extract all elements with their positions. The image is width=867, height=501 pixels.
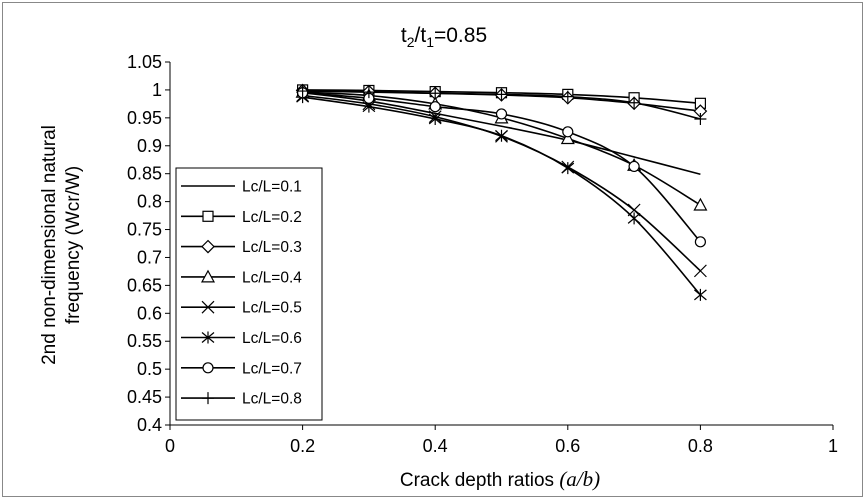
y-tick-label: 0.9 [137,136,162,156]
series-6-point [495,129,508,142]
y-tick-label: 0.65 [127,275,162,295]
legend-swatch-marker [202,392,214,405]
y-tick-label: 0.85 [127,164,162,184]
y-axis-title-line-1: 2nd non-dimensional natural [39,125,60,365]
legend-swatch-marker [201,331,215,344]
x-tick-label: 0.8 [688,436,713,456]
y-tick-label: 0.55 [127,331,162,351]
series-8-point [362,86,375,99]
x-tick-label: 0.2 [290,436,315,456]
series-5-point [627,203,641,217]
series-4-point [693,197,708,211]
series-8-point [561,90,574,103]
y-tick-label: 0.6 [137,303,162,323]
legend-label: Lc/L=0.4 [242,269,302,286]
series-7-point [562,126,574,138]
legend-swatch-marker [201,239,215,254]
y-axis-title-line-2: frequency (Wcr/W) [63,166,84,324]
y-axis-title: 2nd non-dimensional natural frequency (W… [39,125,84,365]
legend-swatch-marker [202,210,214,222]
y-tick-label: 0.75 [127,220,162,240]
legend-label: Lc/L=0.1 [242,179,302,196]
x-tick-label: 0.4 [423,436,448,456]
x-axis-title: Crack depth ratios (a/b) [400,467,600,491]
y-tick-label: 0.95 [127,108,162,128]
series-5-point [693,264,707,278]
legend-label: Lc/L=0.8 [242,391,302,408]
chart-title: t2/t1=0.85 [401,24,487,50]
series-7-point [429,101,441,113]
x-tick-label: 1 [828,436,838,456]
x-tick-label: 0.6 [555,436,580,456]
legend-swatch-marker [201,300,215,314]
legend-swatch-marker [200,269,216,283]
y-tick-label: 1 [152,80,162,100]
series-7-point [628,160,640,173]
series-8-point [296,85,309,98]
series-7-point [495,108,508,120]
y-tick-label: 0.8 [137,192,162,212]
series-8-point [429,87,442,100]
y-tick-label: 1.05 [127,52,162,72]
series-6-point [428,112,442,125]
legend-label: Lc/L=0.6 [242,330,302,347]
series-8-point [628,96,641,109]
y-tick-label: 0.45 [127,387,162,407]
series-8-point [495,88,508,101]
legend-label: Lc/L=0.5 [242,300,302,317]
series-4-point [560,131,575,145]
series-6-point [627,212,641,225]
legend: Lc/L=0.1 Lc/L=0.2 Lc/L=0.3 Lc/L=0.4 Lc/L=0.5… [175,167,323,421]
y-tick-label: 0.5 [137,359,162,379]
series-6-point [694,288,707,301]
series-6-point [561,162,575,175]
legend-label: Lc/L=0.7 [242,360,302,377]
y-tick-label: 0.4 [137,415,162,435]
y-tick-label: 0.7 [137,247,162,267]
x-tick-label: 0 [165,436,175,456]
series-7-point [694,236,707,248]
series-8-point [694,112,707,125]
legend-label: Lc/L=0.3 [242,239,302,256]
legend-swatch-marker [202,362,214,374]
legend-label: Lc/L=0.2 [242,209,302,226]
legend-box [175,167,323,421]
